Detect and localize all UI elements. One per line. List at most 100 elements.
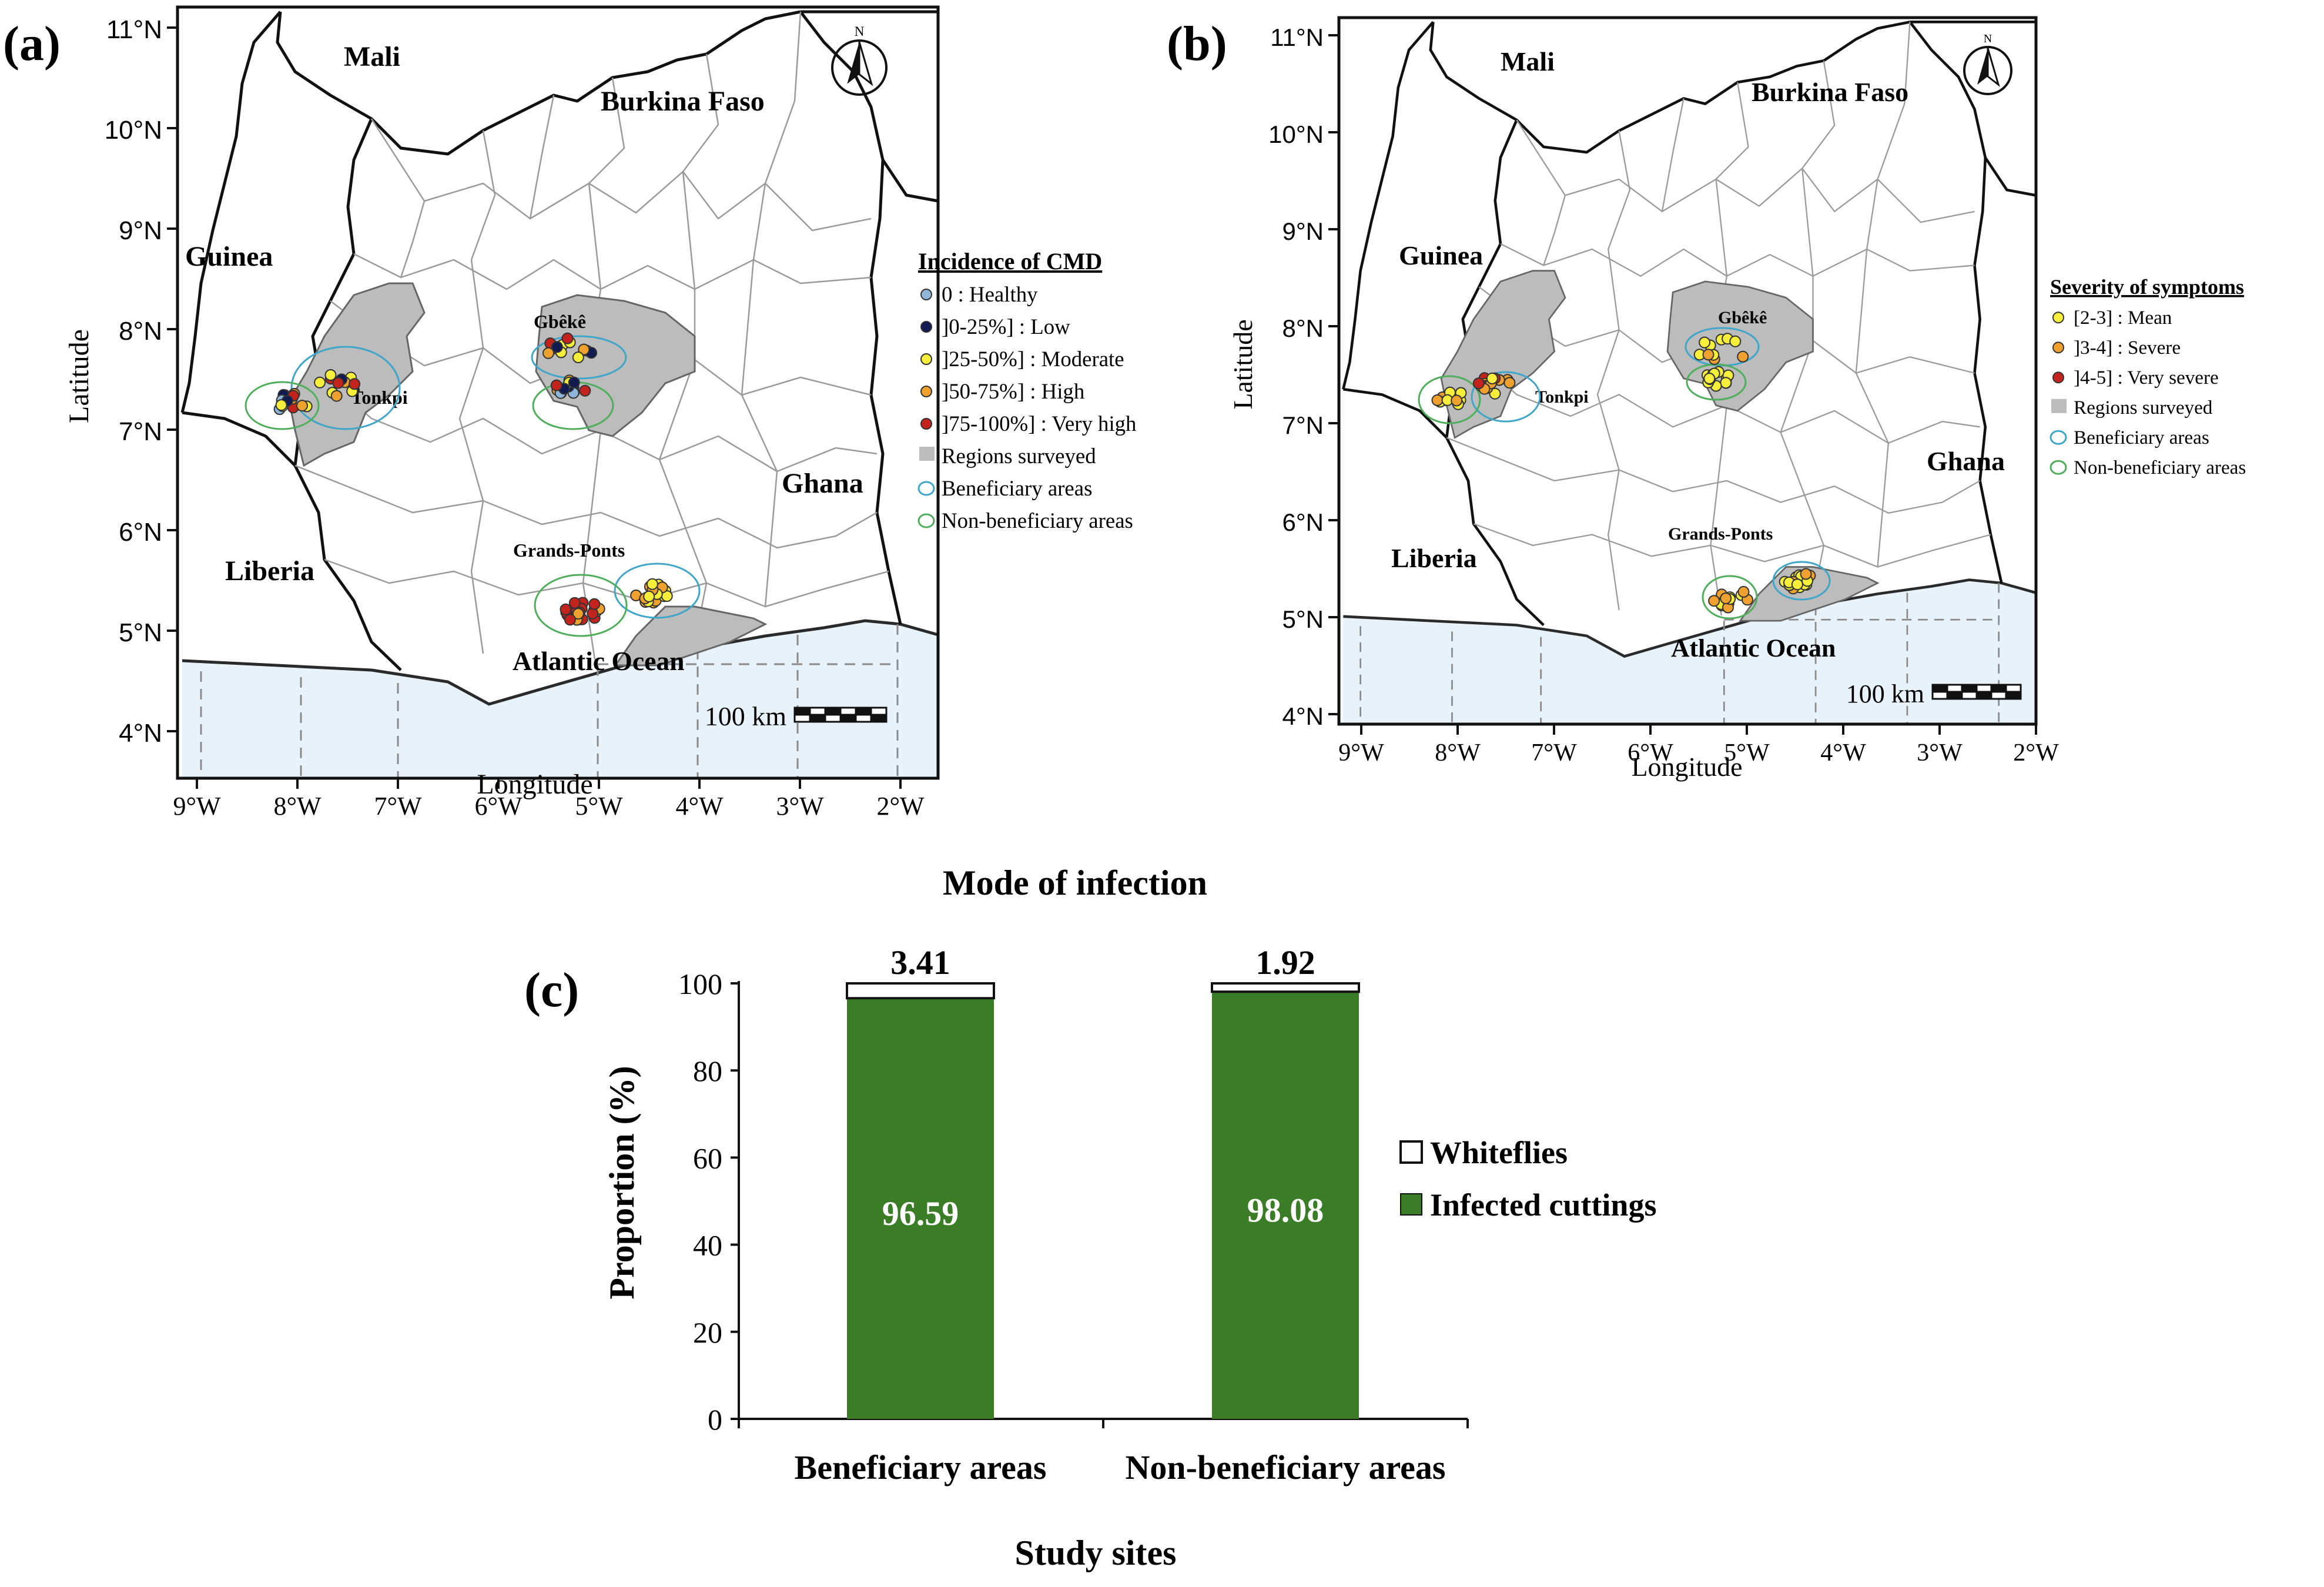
- beneficiary-area: [290, 346, 401, 430]
- country-guinea: Guinea: [1399, 240, 1483, 270]
- lon-tick-label: 4°W: [675, 792, 724, 821]
- lat-tick-label: 6°N: [1282, 508, 1324, 536]
- legend-item: Regions surveyed: [942, 444, 1096, 468]
- y-tick-label: 20: [693, 1316, 722, 1349]
- survey-point: [579, 384, 591, 397]
- lon-tick-label: 9°W: [173, 792, 221, 821]
- legend-item: 0 : Healthy: [942, 282, 1038, 306]
- lat-tick-label: 11°N: [1270, 24, 1324, 51]
- survey-point: [1720, 592, 1732, 604]
- survey-point: [1486, 372, 1498, 384]
- chart-plot: 0 20 40 60 80 100 96.59 3.41 Beneficiary areas 98…: [678, 943, 1656, 1486]
- country-burkina-faso: Burkina Faso: [601, 86, 765, 117]
- country-liberia: Liberia: [225, 555, 314, 587]
- chart-xlabel: Study sites: [1014, 1534, 1176, 1572]
- bar-infected-cuttings: [1212, 992, 1359, 1419]
- legend-item: Non-beneficiary areas: [942, 508, 1133, 533]
- legend-item: Regions surveyed: [2074, 397, 2213, 418]
- legend-swatch-infected: [1400, 1193, 1422, 1216]
- survey-point: [1431, 394, 1444, 406]
- country-ghana: Ghana: [782, 468, 863, 499]
- x-category-label: Beneficiary areas: [795, 1448, 1047, 1486]
- survey-point: [643, 590, 655, 602]
- survey-point: [324, 369, 337, 381]
- lat-tick-label: 9°N: [119, 216, 162, 245]
- chart-title: Mode of infection: [943, 863, 1207, 902]
- survey-point: [1503, 377, 1516, 389]
- y-tick-label: 100: [678, 967, 722, 1000]
- lat-tick-label: 8°N: [1282, 314, 1324, 342]
- legend-item: ]3-4] : Severe: [2074, 337, 2181, 359]
- scale-segment: [809, 714, 826, 723]
- survey-point: [330, 390, 343, 402]
- lat-tick-label: 9°N: [1282, 217, 1324, 245]
- legend-swatch-whiteflies: [1399, 1140, 1423, 1164]
- chart-ylabel: Proportion (%): [602, 1066, 641, 1299]
- scale-segment: [1961, 691, 1978, 700]
- legend-infected-cuttings: Infected cuttings: [1430, 1187, 1656, 1223]
- lon-tick-label: 5°W: [1724, 739, 1770, 766]
- survey-point: [1702, 349, 1714, 361]
- y-tick-label: 0: [708, 1403, 722, 1436]
- region-grands-ponts: Grands-Ponts: [513, 540, 625, 561]
- map_a-overlay: 4°N 5°N 6°N 7°N 8°N 9°N 10°N 11°N 9°W 8°W 7°W 6°W 5°…: [63, 15, 1136, 821]
- scale-segment: [855, 707, 872, 716]
- north-label: N: [855, 24, 865, 39]
- survey-point: [314, 376, 326, 389]
- legend-item: ]50-75%] : High: [942, 379, 1084, 403]
- scale-segment: [793, 707, 811, 716]
- data-label-infected: 96.59: [882, 1194, 959, 1233]
- scale-segment: [1946, 691, 1963, 700]
- survey-point: [332, 377, 344, 389]
- north-arrow-icon: [831, 39, 888, 96]
- lat-tick-label: 10°N: [1268, 120, 1324, 148]
- survey-point: [551, 341, 563, 353]
- survey-point: [1791, 578, 1803, 591]
- legend-swatch: [2050, 430, 2067, 445]
- survey-point: [588, 598, 601, 610]
- legend-whiteflies: Whiteflies: [1430, 1135, 1568, 1170]
- legend-swatch: [2051, 399, 2067, 413]
- bar-whiteflies: [1211, 982, 1360, 993]
- beneficiary-area: [614, 563, 701, 619]
- survey-point: [646, 578, 658, 590]
- map-severity-symptoms: (b): [1167, 16, 2038, 726]
- scale-segment: [824, 707, 842, 716]
- scale-segment: [2005, 684, 2022, 693]
- lon-tick-label: 8°W: [1435, 739, 1481, 766]
- legend-item: [2-3] : Mean: [2074, 307, 2172, 329]
- survey-point: [578, 343, 590, 356]
- lon-tick-label: 2°W: [2013, 739, 2059, 766]
- legend-item: ]75-100%] : Very high: [942, 411, 1136, 436]
- x-category-label: Non-beneficiary areas: [1126, 1448, 1446, 1486]
- survey-point: [1699, 336, 1711, 349]
- scale-segment: [1975, 691, 1993, 700]
- legend-swatch: [920, 386, 932, 397]
- beneficiary-area: [1772, 561, 1831, 601]
- legend-swatch: [917, 481, 935, 496]
- legend-swatch: [919, 447, 935, 461]
- legend-swatch: [920, 353, 932, 365]
- data-label-whiteflies: 1.92: [1255, 943, 1315, 982]
- legend-item: ]0-25%] : Low: [942, 314, 1070, 339]
- survey-point: [543, 347, 554, 359]
- non-beneficiary-area: [1702, 575, 1758, 620]
- y-axis-label: Latitude: [63, 329, 95, 423]
- panel-label-b: (b): [1167, 16, 1227, 71]
- survey-point: [568, 376, 580, 389]
- scale-segment: [1990, 691, 2007, 700]
- lon-tick-label: 7°W: [374, 792, 422, 821]
- lat-tick-label: 5°N: [1282, 605, 1324, 633]
- bar-infected-cuttings: [847, 998, 994, 1419]
- legend-title: Incidence of CMD: [918, 248, 1102, 274]
- y-tick-label: 80: [693, 1054, 722, 1087]
- scale-segment: [793, 714, 811, 723]
- lon-tick-label: 6°W: [1628, 739, 1673, 766]
- north-label: N: [1984, 32, 1992, 45]
- map-a-frame: [176, 5, 940, 780]
- country-mali: Mali: [344, 41, 400, 72]
- survey-point: [1737, 350, 1749, 363]
- lat-tick-label: 6°N: [119, 518, 162, 547]
- country-ghana: Ghana: [1927, 446, 2005, 476]
- north-arrow-right: [1987, 48, 2000, 88]
